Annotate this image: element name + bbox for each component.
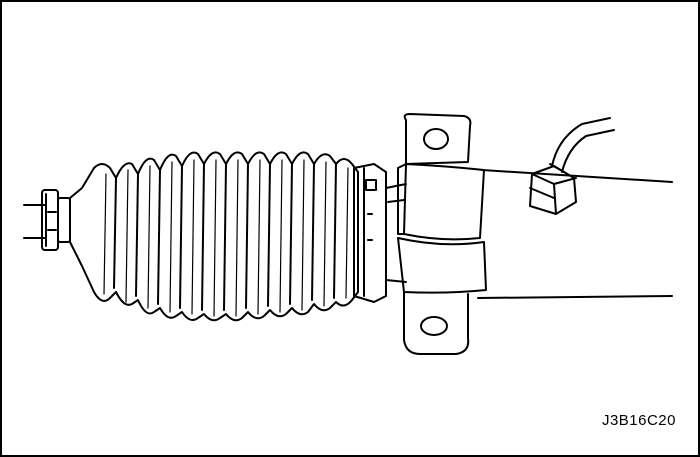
figure-code-label: J3B16C20 [601,412,676,429]
outer-boot-clamp [41,189,71,251]
inner-boot-clamp [353,163,387,303]
rack-housing [385,169,673,299]
bellows-boot [69,151,359,322]
hydraulic-line-fitting [529,117,615,215]
mounting-bracket [397,113,487,355]
